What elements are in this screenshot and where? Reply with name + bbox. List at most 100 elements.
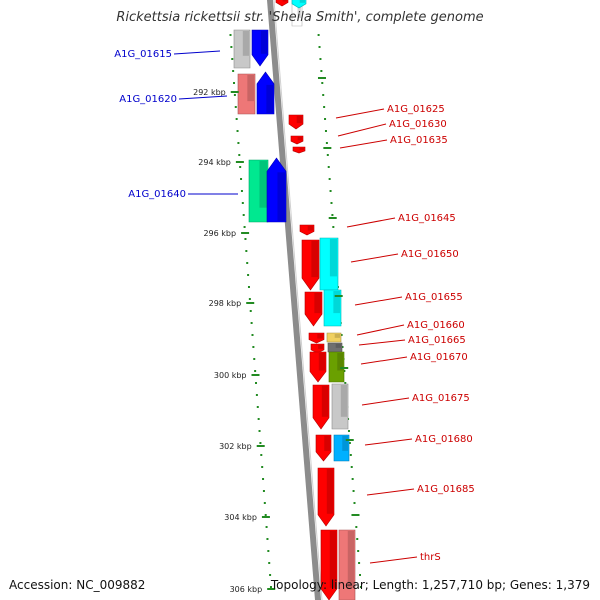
gene-arrow-8: [290, 135, 304, 145]
ruler-dot: [230, 46, 233, 48]
gene-arrow-22: [328, 351, 345, 383]
ruler-dot: [347, 430, 350, 432]
kbp-tick-label: 304 kbp: [224, 513, 257, 522]
gene-arrow-3: [233, 29, 251, 69]
ruler-dot: [247, 274, 250, 276]
gene-arrow-9: [292, 146, 306, 154]
gene-label-right: A1G_01630: [389, 119, 447, 130]
ruler-dot: [241, 202, 244, 204]
gene-arrow-24-shade: [340, 385, 347, 417]
gene-arrow-9-body: [292, 146, 306, 154]
gene-arrow-24: [331, 383, 349, 430]
gene-arrow-25: [315, 434, 332, 462]
gene-arrow-18-shade: [318, 345, 323, 349]
ruler-dot: [257, 418, 260, 420]
gene-arrow-11-shade: [277, 172, 285, 221]
right-leader-line: [339, 139, 388, 149]
ruler-dot: [258, 430, 261, 432]
gene-arrow-26: [333, 434, 350, 462]
ruler-dot: [269, 586, 272, 588]
gene-label-left: A1G_01615: [114, 49, 172, 60]
left-leader-line: [178, 95, 228, 100]
kbp-tick-label: 298 kbp: [209, 299, 242, 308]
ruler-dot: [262, 490, 265, 492]
ruler-dot: [240, 190, 243, 192]
ruler-dot: [255, 382, 258, 384]
ruler-dot: [231, 58, 234, 60]
ruler-dot: [358, 562, 361, 564]
gene-label-right: A1G_01635: [390, 135, 448, 146]
ruler-dot: [327, 166, 330, 168]
kbp-tick: [246, 302, 255, 304]
ruler-dot: [240, 178, 243, 180]
ruler-dot: [245, 250, 248, 252]
gene-arrow-21: [309, 351, 327, 383]
gene-arrow-16-shade: [333, 291, 340, 314]
gene-arrow-4-shade: [260, 31, 267, 54]
gene-arrow-14: [319, 237, 339, 291]
gene-arrow-28-shade: [329, 531, 336, 588]
gene-arrow-21-shade: [318, 353, 325, 371]
ruler-dot: [243, 226, 246, 228]
ruler-dot: [262, 478, 265, 480]
kbp-tick-label: 292 kbp: [193, 88, 226, 97]
kbp-tick: [267, 588, 276, 590]
gene-arrow-19: [326, 332, 342, 343]
gene-arrow-25-shade: [324, 436, 330, 451]
ruler-dot: [266, 538, 269, 540]
kbp-tick-label: 302 kbp: [219, 442, 252, 451]
gene-arrow-0-shade: [297, 0, 301, 18]
gene-arrow-12: [299, 224, 315, 236]
ruler-dot: [332, 226, 335, 228]
ruler-dot: [251, 334, 254, 336]
gene-label-left: A1G_01640: [128, 189, 186, 200]
gene-arrow-13: [301, 239, 320, 291]
gene-arrow-1: [275, 0, 289, 7]
ruler-dot: [357, 550, 360, 552]
ruler-dot: [265, 526, 268, 528]
ruler-dot: [359, 586, 362, 588]
ruler-dot: [355, 526, 358, 528]
ruler-dot: [242, 214, 245, 216]
accession-text: Accession: NC_009882: [9, 578, 146, 592]
ruler-dot: [352, 490, 355, 492]
right-leader-line: [337, 123, 387, 137]
ruler-dot: [247, 286, 250, 288]
gene-arrow-8-shade: [297, 137, 302, 141]
ruler-dot: [350, 466, 353, 468]
gene-arrow-22-shade: [337, 353, 343, 371]
ruler-dot: [325, 142, 328, 144]
ruler-dot: [253, 358, 256, 360]
gene-arrow-28: [320, 529, 338, 600]
kbp-tick: [230, 91, 239, 93]
ruler-dot: [267, 550, 270, 552]
gene-arrow-16: [323, 289, 342, 327]
gene-arrow-7-shade: [296, 116, 302, 124]
ruler-dot: [353, 502, 356, 504]
minor-tick: [340, 367, 349, 369]
right-leader-line: [361, 397, 410, 406]
gene-arrow-23-shade: [321, 386, 328, 417]
gene-arrow-17-shade: [317, 334, 323, 339]
ruler-dot: [319, 58, 322, 60]
ruler-dot: [261, 466, 264, 468]
minor-tick: [351, 514, 360, 516]
ruler-dot: [318, 46, 321, 48]
gene-label-right: A1G_01660: [407, 320, 465, 331]
genome-summary-text: Topology: linear; Length: 1,257,710 bp; …: [270, 578, 590, 592]
gene-arrow-27: [317, 467, 335, 527]
right-leader-line: [364, 438, 413, 446]
gene-arrow-10: [248, 159, 269, 223]
kbp-tick: [235, 161, 244, 163]
genome-backbone: [267, 0, 323, 600]
gene-label-right: thrS: [420, 552, 441, 563]
gene-arrow-12-shade: [307, 226, 313, 231]
ruler-dot: [232, 70, 235, 72]
gene-arrow-26-shade: [342, 436, 348, 451]
minor-tick: [328, 217, 337, 219]
gene-arrow-13-shade: [311, 241, 318, 278]
gene-arrow-7: [288, 114, 304, 130]
ruler-dot: [229, 34, 232, 36]
right-leader-line: [366, 488, 415, 496]
